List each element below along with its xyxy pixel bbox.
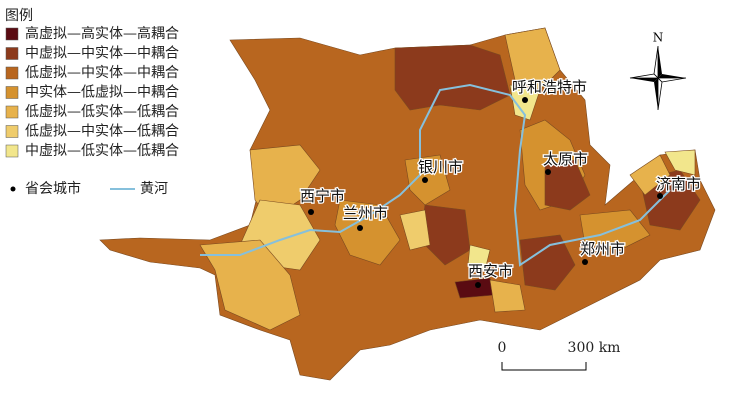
region [519, 234, 576, 291]
city-dot [657, 193, 663, 199]
scale-start: 0 [498, 340, 507, 356]
city-label: 银川市 [418, 158, 463, 176]
region [504, 27, 561, 91]
city-dot [475, 282, 481, 288]
city-dot [545, 169, 551, 175]
legend-swatch [5, 86, 19, 99]
city-label: 郑州市 [580, 240, 625, 258]
region [489, 279, 526, 313]
city-dot [308, 209, 314, 215]
legend-swatch [5, 27, 19, 41]
region [394, 44, 511, 111]
compass-label: N [653, 31, 664, 45]
city-label: 太原市 [543, 150, 588, 168]
yellow-river [200, 83, 671, 267]
region [629, 154, 671, 196]
scale-end: 300 km [568, 340, 621, 356]
legend-label: 中实体—低虚拟—中耦合 [25, 85, 179, 101]
city-label: 济南市 [656, 175, 701, 193]
legend-label: 低虚拟—中实体—中耦合 [25, 65, 179, 81]
capital-marker-key [10, 186, 16, 192]
region [399, 209, 431, 251]
legend-label: 中虚拟—中实体—中耦合 [25, 46, 179, 62]
city-label: 西安市 [468, 262, 513, 280]
compass: N [629, 31, 687, 111]
legend-items: 高虚拟—高实体—高耦合中虚拟—中实体—中耦合低虚拟—中实体—中耦合中实体—低虚拟… [5, 25, 179, 159]
region [664, 149, 696, 176]
legend: 图例 高虚拟—高实体—高耦合中虚拟—中实体—中耦合低虚拟—中实体—中耦合中实体—… [5, 8, 179, 197]
legend-label: 低虚拟—低实体—低耦合 [25, 104, 179, 120]
region [467, 244, 491, 271]
legend-label: 高虚拟—高实体—高耦合 [25, 25, 179, 42]
city-label: 兰州市 [343, 204, 388, 222]
region [544, 159, 591, 211]
legend-swatch [5, 144, 19, 158]
cities: 呼和浩特市 银川市 太原市 西宁市 兰州市 济南市 郑州市 西安市 [299, 77, 702, 288]
city-dot [522, 97, 528, 103]
legend-swatch [5, 66, 19, 80]
map-regions [99, 27, 716, 381]
legend-label: 中虚拟—低实体—低耦合 [25, 143, 179, 159]
legend-capital: 省会城市 [25, 180, 81, 197]
legend-swatch [5, 47, 19, 60]
city-dot [422, 177, 428, 183]
legend-river: 黄河 [140, 180, 168, 197]
city-label: 呼和浩特市 [512, 78, 587, 96]
city-label: 西宁市 [300, 187, 345, 205]
region [334, 199, 401, 266]
legend-label: 低虚拟—中实体—低耦合 [25, 124, 179, 140]
scale-bar: 0 300 km [498, 340, 621, 371]
legend-swatch [5, 125, 19, 138]
legend-title: 图例 [5, 8, 33, 24]
city-dot [357, 225, 363, 231]
legend-swatch [5, 105, 19, 119]
city-dot [582, 259, 588, 265]
